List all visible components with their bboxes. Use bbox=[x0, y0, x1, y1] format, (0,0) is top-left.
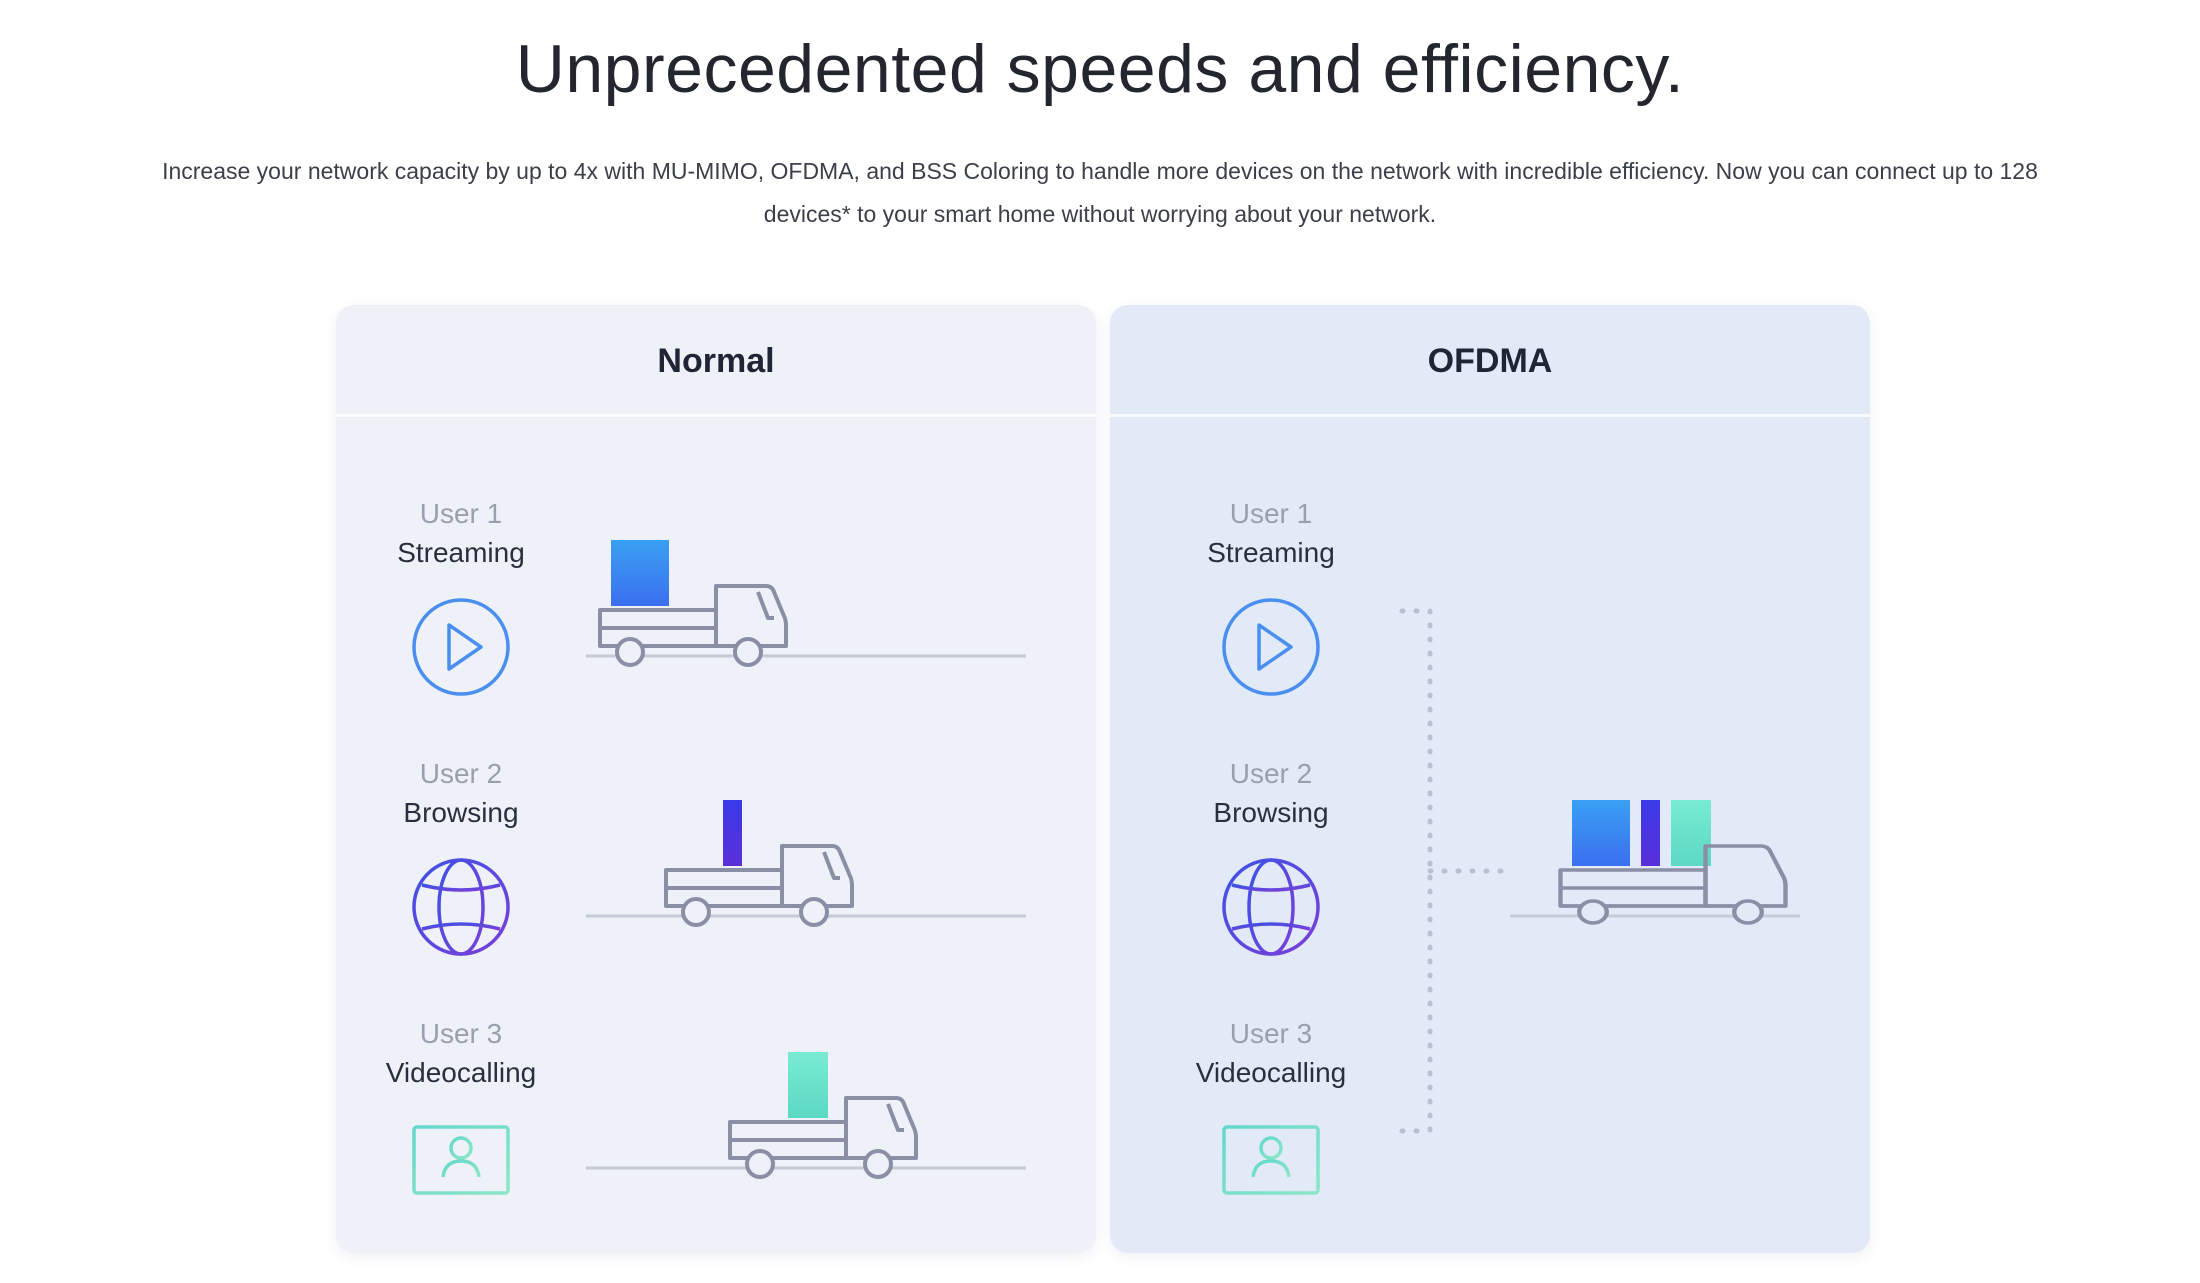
normal-user-1: User 1 Streaming bbox=[361, 495, 561, 573]
ofdma-merge-bracket bbox=[1399, 608, 1513, 1134]
ofdma-panel: OFDMA User 1 Streaming User 2 Browsing U… bbox=[1110, 305, 1870, 1253]
browsing-cargo bbox=[723, 800, 742, 866]
browsing-cargo bbox=[1641, 800, 1660, 866]
user-activity: Streaming bbox=[1207, 537, 1335, 568]
videocall-cargo bbox=[788, 1052, 828, 1118]
play-icon bbox=[1222, 598, 1320, 696]
normal-user-3-truck-scene bbox=[586, 1052, 1026, 1179]
user-number: User 2 bbox=[1229, 758, 1313, 789]
monitor-user-icon bbox=[412, 1125, 510, 1205]
globe-icon bbox=[412, 858, 510, 956]
monitor-user-icon bbox=[1222, 1125, 1320, 1205]
ofdma-user-2: User 2 Browsing bbox=[1171, 755, 1371, 833]
streaming-cargo bbox=[611, 540, 669, 606]
normal-user-1-truck-scene bbox=[586, 540, 1026, 667]
normal-user-2: User 2 Browsing bbox=[361, 755, 561, 833]
ofdma-user-1: User 1 Streaming bbox=[1171, 495, 1371, 573]
normal-user-3: User 3 Videocalling bbox=[361, 1015, 561, 1093]
ofdma-combined-truck-scene bbox=[1510, 800, 1800, 925]
truck-icon bbox=[664, 844, 854, 927]
page-description: Increase your network capacity by up to … bbox=[162, 158, 2038, 227]
truck-icon bbox=[1558, 844, 1788, 925]
normal-panel: Normal User 1 Streaming User 2 Browsing … bbox=[336, 305, 1096, 1253]
user-activity: Streaming bbox=[397, 537, 525, 568]
globe-icon bbox=[1222, 858, 1320, 956]
user-number: User 1 bbox=[419, 498, 503, 529]
ofdma-user-3: User 3 Videocalling bbox=[1171, 1015, 1371, 1093]
streaming-cargo bbox=[1572, 800, 1630, 866]
play-icon bbox=[412, 598, 510, 696]
user-activity: Browsing bbox=[1213, 797, 1329, 828]
user-activity: Videocalling bbox=[1195, 1057, 1347, 1088]
ofdma-panel-title: OFDMA bbox=[1110, 305, 1870, 417]
user-number: User 3 bbox=[1229, 1018, 1313, 1049]
normal-panel-title: Normal bbox=[336, 305, 1096, 417]
user-activity: Videocalling bbox=[385, 1057, 537, 1088]
user-number: User 1 bbox=[1229, 498, 1313, 529]
user-number: User 3 bbox=[419, 1018, 503, 1049]
page-title: Unprecedented speeds and efficiency. bbox=[515, 31, 1685, 107]
user-number: User 2 bbox=[419, 758, 503, 789]
normal-user-2-truck-scene bbox=[586, 800, 1026, 927]
user-activity: Browsing bbox=[403, 797, 519, 828]
